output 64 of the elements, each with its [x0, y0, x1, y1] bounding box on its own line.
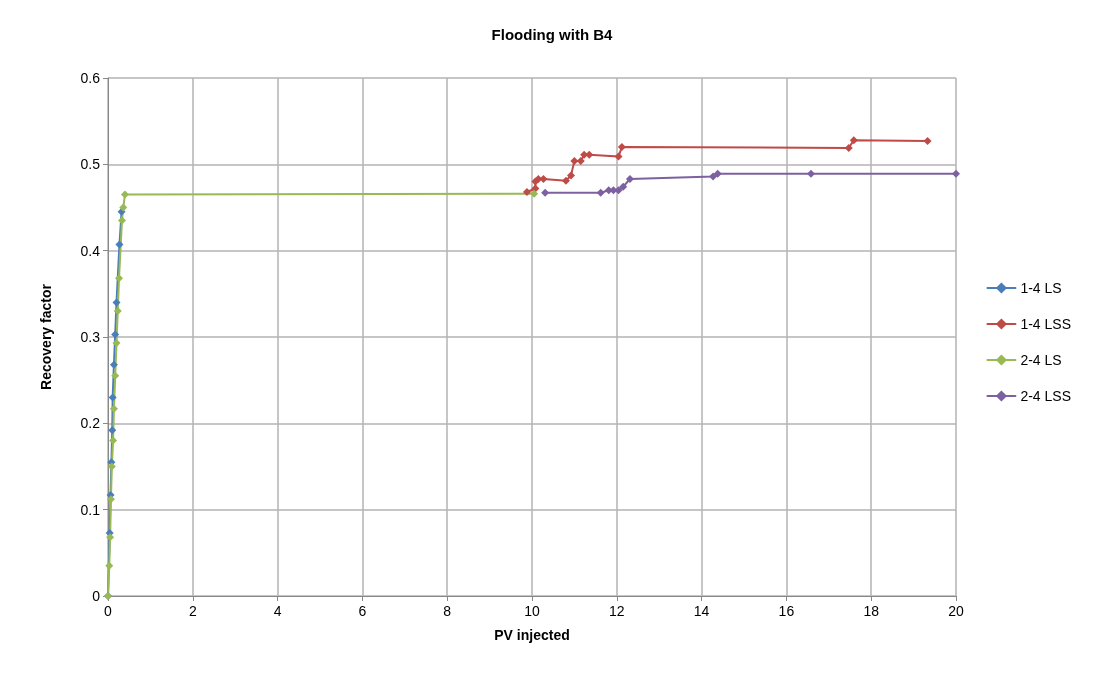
- y-tick-label: 0.2: [80, 415, 101, 432]
- point: [561, 176, 570, 185]
- x-tick-label: 2: [188, 603, 197, 619]
- point: [625, 175, 634, 184]
- point: [109, 360, 118, 369]
- point: [952, 169, 960, 178]
- point: [923, 137, 932, 146]
- x-tick-label: 6: [358, 603, 367, 619]
- point: [119, 203, 128, 212]
- x-tick-label: 10: [524, 603, 540, 619]
- point: [522, 187, 531, 196]
- point: [111, 371, 120, 380]
- point: [112, 298, 121, 307]
- x-tick-label: 0: [104, 603, 113, 619]
- point: [109, 436, 118, 445]
- legend-label: 1-4 LS: [1020, 280, 1062, 296]
- point: [111, 330, 120, 339]
- y-tick-label: 0.6: [80, 70, 101, 86]
- point: [108, 393, 117, 402]
- y-tick-label: 0.3: [80, 329, 101, 345]
- point: [570, 156, 579, 165]
- x-tick-label: 18: [863, 603, 880, 619]
- point: [567, 171, 576, 180]
- point: [806, 169, 815, 178]
- legend-label: 1-4 LSS: [1020, 316, 1072, 332]
- point: [541, 188, 550, 197]
- x-tick-label: 12: [609, 603, 625, 619]
- legend-label: 2-4 LS: [1020, 352, 1062, 368]
- point: [539, 175, 548, 184]
- point: [106, 495, 115, 504]
- point: [115, 274, 124, 283]
- point: [105, 561, 114, 570]
- point: [530, 189, 539, 198]
- point: [713, 169, 722, 178]
- point: [576, 156, 585, 165]
- x-axis-title: PV injected: [494, 627, 570, 643]
- point: [844, 143, 853, 152]
- y-tick-label: 0.5: [80, 156, 101, 173]
- x-tick-label: 4: [273, 603, 282, 619]
- y-tick-label: 0.4: [80, 242, 101, 259]
- point: [614, 152, 623, 161]
- point: [120, 190, 129, 199]
- point: [596, 188, 605, 197]
- point: [585, 150, 594, 159]
- x-tick-label: 20: [948, 603, 964, 619]
- point: [115, 240, 124, 249]
- chart-title: Flooding with B4: [491, 26, 614, 43]
- point: [107, 462, 116, 471]
- point: [117, 216, 126, 225]
- point: [709, 172, 718, 181]
- point: [849, 136, 858, 145]
- y-axis-title: Recovery factor: [38, 283, 54, 390]
- point: [108, 426, 117, 435]
- x-tick-label: 8: [443, 603, 452, 619]
- legend-label: 2-4 LSS: [1020, 388, 1072, 404]
- point: [112, 339, 121, 348]
- point: [106, 533, 115, 542]
- point: [619, 182, 628, 191]
- point: [113, 307, 122, 316]
- x-tick-label: 14: [693, 603, 710, 619]
- y-tick-label: 0.1: [80, 501, 101, 518]
- x-tick-label: 16: [778, 603, 795, 619]
- point: [617, 143, 626, 152]
- y-tick-label: 0: [92, 588, 101, 604]
